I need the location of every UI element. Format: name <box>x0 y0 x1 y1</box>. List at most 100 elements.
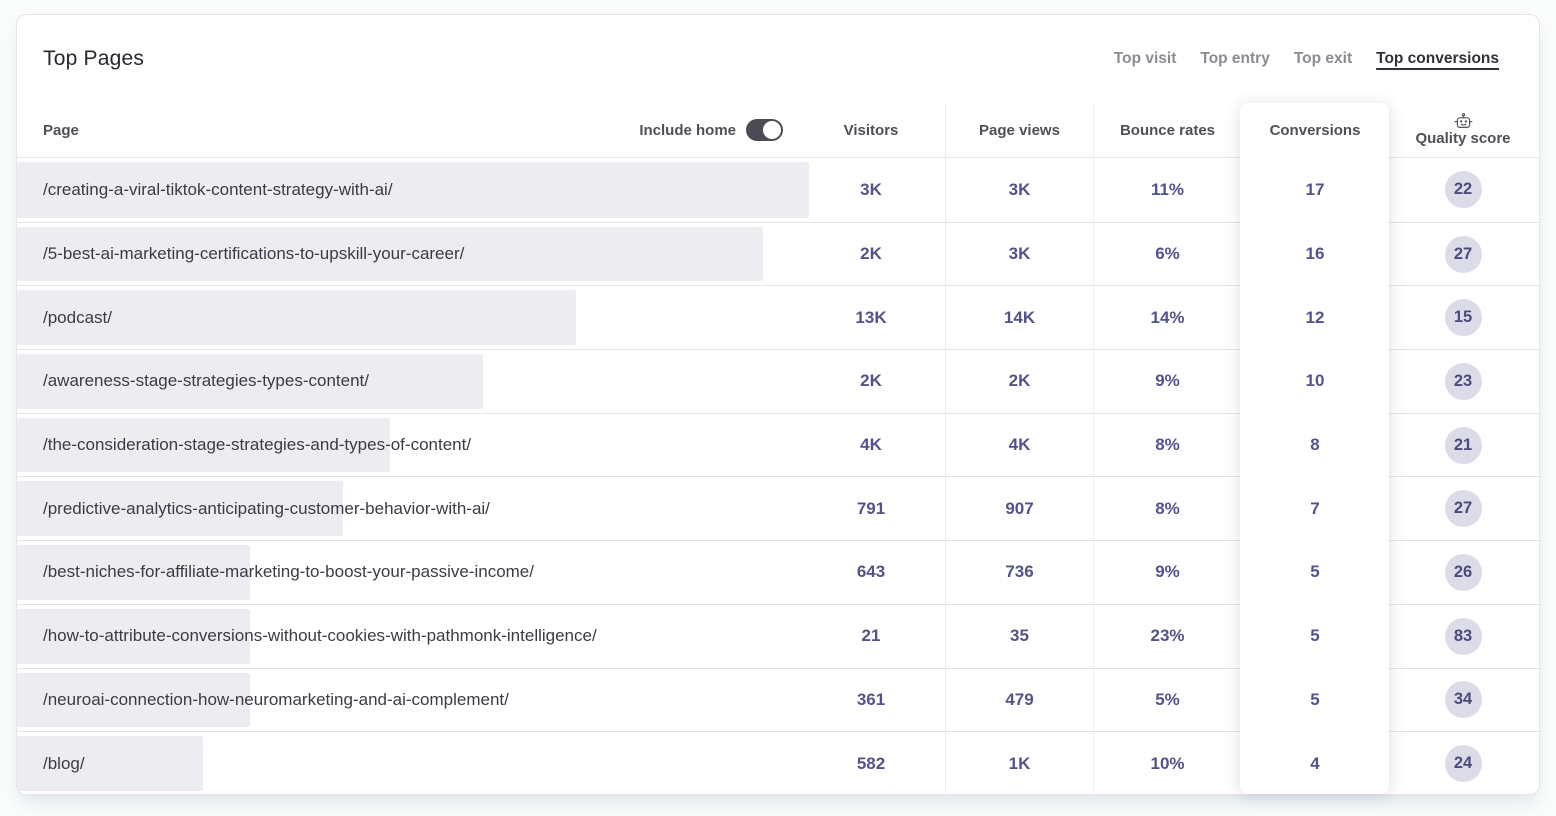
conversions-bar <box>17 417 390 473</box>
quality-score-label: Quality score <box>1415 130 1511 147</box>
page-row: /creating-a-viral-tiktok-content-strateg… <box>17 158 1539 222</box>
page-url[interactable]: /best-niches-for-affiliate-marketing-to-… <box>43 562 534 582</box>
page-views-cell: 479 <box>945 668 1093 732</box>
page-title: Top Pages <box>43 47 145 70</box>
quality-score-badge: 27 <box>1444 490 1482 528</box>
conversions-cell: 5 <box>1310 562 1320 582</box>
bounce-rate-cell: 8% <box>1093 477 1241 541</box>
page-row: /predictive-analytics-anticipating-custo… <box>17 476 1539 541</box>
quality-score-cell: 27 <box>1389 477 1537 540</box>
page-cell: /neuroai-connection-how-neuromarketing-a… <box>17 669 797 732</box>
column-header-page: Page Include home <box>17 103 797 157</box>
visitors-cell: 2K <box>860 371 882 391</box>
page-views-cell: 14K <box>945 286 1093 350</box>
page-row: /the-consideration-stage-strategies-and-… <box>17 412 1539 477</box>
conversions-bar <box>17 481 344 537</box>
visitors-cell: 21 <box>861 626 881 646</box>
widget-header: Top Pages Top visit Top entry Top exit Top … <box>17 15 1539 103</box>
page-url[interactable]: /creating-a-viral-tiktok-content-strateg… <box>43 179 393 199</box>
conversions-bar <box>17 545 250 600</box>
quality-score-badge: 27 <box>1444 235 1482 273</box>
visitors-cell: 582 <box>856 753 886 773</box>
conversions-bar <box>17 672 250 728</box>
page-row: /best-niches-for-affiliate-marketing-to-… <box>17 540 1539 604</box>
page-url[interactable]: /neuroai-connection-how-neuromarketing-a… <box>43 689 509 709</box>
tab-top-entry[interactable]: Top entry <box>1200 50 1270 67</box>
page-views-cell: 1K <box>945 732 1093 795</box>
quality-score-badge: 26 <box>1444 553 1482 591</box>
bounce-rate-cell: 23% <box>1093 604 1241 668</box>
page-url[interactable]: /5-best-ai-marketing-certifications-to-u… <box>43 244 465 264</box>
column-header-page-views: Page views <box>945 103 1093 157</box>
page-url[interactable]: /awareness-stage-strategies-types-conten… <box>43 371 369 391</box>
page-cell: /how-to-attribute-conversions-without-co… <box>17 605 797 668</box>
conversions-bar <box>17 354 483 409</box>
table-header-row: Page Include home Visitors Page views Bo… <box>17 103 1539 158</box>
quality-score-badge: 24 <box>1444 745 1482 783</box>
quality-score-badge: 23 <box>1444 362 1482 400</box>
conversions-cell: 7 <box>1310 498 1320 518</box>
page-row: /neuroai-connection-how-neuromarketing-a… <box>17 667 1539 732</box>
tab-top-conversions[interactable]: Top conversions <box>1376 50 1499 67</box>
bounce-rate-cell: 10% <box>1093 732 1241 795</box>
top-pages-widget: Top Pages Top visit Top entry Top exit Top … <box>16 14 1540 795</box>
tab-top-exit[interactable]: Top exit <box>1293 50 1353 67</box>
quality-score-cell: 23 <box>1389 350 1537 413</box>
page-views-cell: 35 <box>945 604 1093 668</box>
visitors-cell: 13K <box>855 307 887 327</box>
page-row: /blog/582 1K 10% 4 24 <box>17 731 1539 795</box>
page-url[interactable]: /blog/ <box>43 753 85 773</box>
conversions-cell: 5 <box>1310 626 1320 646</box>
include-home-toggle[interactable] <box>746 119 783 141</box>
top-pages-table: Page Include home Visitors Page views Bo… <box>17 103 1539 795</box>
conversions-cell: 4 <box>1310 753 1320 773</box>
page-url[interactable]: /how-to-attribute-conversions-without-co… <box>43 626 597 646</box>
page-cell: /creating-a-viral-tiktok-content-strateg… <box>17 158 810 222</box>
column-header-bounce-rates: Bounce rates <box>1093 103 1241 157</box>
tab-top-visit[interactable]: Top visit <box>1113 50 1177 67</box>
conversions-bar <box>17 162 810 218</box>
page-url[interactable]: /podcast/ <box>43 307 112 327</box>
page-url[interactable]: /the-consideration-stage-strategies-and-… <box>43 435 472 455</box>
quality-score-cell: 15 <box>1389 286 1537 349</box>
quality-score-badge: 34 <box>1444 681 1482 719</box>
column-header-quality-score: Quality score <box>1389 103 1537 157</box>
include-home-label: Include home <box>639 121 736 139</box>
conversions-cell: 10 <box>1305 371 1325 391</box>
bounce-rate-cell: 6% <box>1093 222 1241 286</box>
quality-score-cell: 21 <box>1389 414 1537 477</box>
page-cell: /the-consideration-stage-strategies-and-… <box>17 414 797 477</box>
page-cell: /5-best-ai-marketing-certifications-to-u… <box>17 223 797 286</box>
page-views-cell: 2K <box>945 350 1093 413</box>
quality-score-cell: 22 <box>1389 158 1537 222</box>
conversions-bar <box>17 226 763 282</box>
page-cell: /best-niches-for-affiliate-marketing-to-… <box>17 541 797 604</box>
page-views-cell: 4K <box>945 413 1093 477</box>
conversions-cell: 12 <box>1305 307 1325 327</box>
bounce-rate-cell: 11% <box>1093 158 1241 222</box>
quality-score-cell: 34 <box>1389 669 1537 732</box>
conversions-column-card <box>1240 103 1389 794</box>
bounce-rate-cell: 14% <box>1093 286 1241 350</box>
conversions-cell: 17 <box>1305 179 1325 199</box>
page-url[interactable]: /predictive-analytics-anticipating-custo… <box>43 498 490 518</box>
quality-score-badge: 83 <box>1444 617 1482 655</box>
page-views-cell: 907 <box>945 477 1093 541</box>
quality-score-cell: 27 <box>1389 223 1537 286</box>
quality-score-cell: 24 <box>1389 732 1537 795</box>
table-body: /creating-a-viral-tiktok-content-strateg… <box>17 158 1539 795</box>
page-views-cell: 3K <box>945 158 1093 222</box>
conversions-bar <box>17 608 250 664</box>
view-tabs: Top visit Top entry Top exit Top conversion… <box>1114 50 1499 68</box>
conversions-cell: 16 <box>1305 244 1325 264</box>
column-header-visitors: Visitors <box>843 121 899 139</box>
quality-score-badge: 15 <box>1444 299 1482 337</box>
bounce-rate-cell: 5% <box>1093 668 1241 732</box>
page-cell: /blog/ <box>17 732 797 795</box>
page-views-cell: 736 <box>945 541 1093 604</box>
page-row: /how-to-attribute-conversions-without-co… <box>17 603 1539 668</box>
page-cell: /predictive-analytics-anticipating-custo… <box>17 477 797 540</box>
quality-score-cell: 26 <box>1389 541 1537 604</box>
page-row: /awareness-stage-strategies-types-conten… <box>17 349 1539 413</box>
page-row: /podcast/13K 14K 14% 12 15 <box>17 285 1539 350</box>
